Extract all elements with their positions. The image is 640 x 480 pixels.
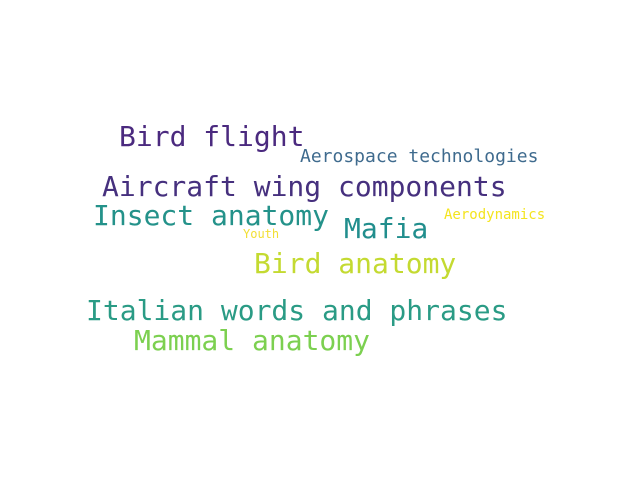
word-aircraft-wing-components: Aircraft wing components	[102, 170, 507, 203]
word-aerospace-technologies: Aerospace technologies	[300, 146, 539, 167]
word-mafia: Mafia	[344, 212, 429, 245]
word-insect-anatomy: Insect anatomy	[93, 199, 330, 232]
word-bird-flight: Bird flight	[119, 120, 305, 153]
word-bird-anatomy: Bird anatomy	[254, 247, 457, 280]
word-mammal-anatomy: Mammal anatomy	[134, 324, 371, 357]
word-aerodynamics: Aerodynamics	[444, 207, 546, 223]
word-italian-words-and-phrases: Italian words and phrases	[86, 294, 508, 327]
word-youth: Youth	[243, 227, 280, 241]
